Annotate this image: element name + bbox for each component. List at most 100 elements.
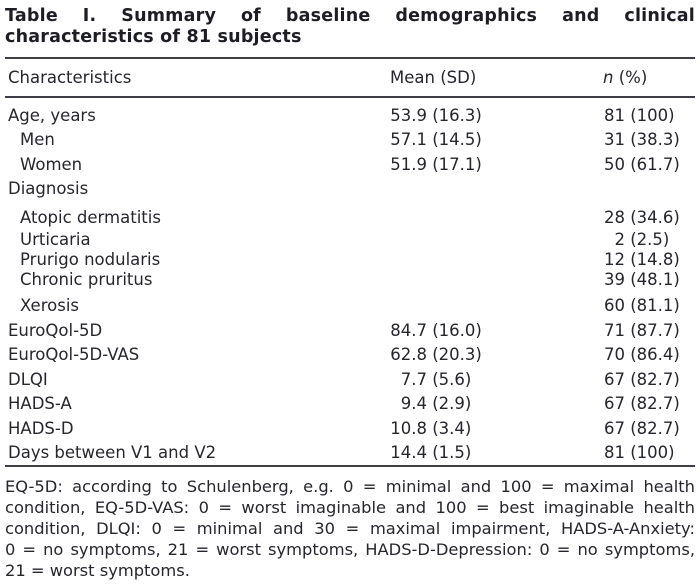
sd-value: (20.3) bbox=[432, 345, 482, 365]
row-label: Urticaria bbox=[20, 230, 91, 249]
mean-sd-value: 51.9 (17.1) bbox=[385, 155, 603, 174]
mean-value: 51.9 bbox=[390, 154, 427, 174]
sd-value: (14.5) bbox=[432, 130, 482, 150]
row-label: Chronic pruritus bbox=[20, 270, 153, 289]
pct-value: (82.7) bbox=[630, 369, 680, 389]
pct-value: (2.5) bbox=[630, 230, 670, 249]
table-row: HADS-A 9.4 (2.9) 67 (82.7) bbox=[5, 392, 695, 417]
pct-value: (100) bbox=[630, 443, 675, 463]
sd-value: (16.3) bbox=[432, 105, 482, 125]
n-pct-value: 67 (82.7) bbox=[603, 394, 695, 413]
row-label: HADS-D bbox=[8, 418, 74, 438]
column-header-pct-text: (%) bbox=[613, 68, 648, 87]
pct-value: (82.7) bbox=[630, 394, 680, 414]
pct-value: (14.8) bbox=[630, 250, 680, 269]
sd-value: (17.1) bbox=[432, 154, 482, 174]
mean-sd-value: 10.8 (3.4) bbox=[385, 419, 603, 438]
row-label: HADS-A bbox=[8, 394, 72, 414]
n-value: 60 bbox=[604, 296, 625, 316]
column-header-n-italic: n bbox=[603, 68, 614, 87]
row-label: Women bbox=[20, 154, 83, 174]
mean-sd-value: 62.8 (20.3) bbox=[385, 345, 603, 364]
footnote-line: condition, DLQI: 0 = minimal and 30 = ma… bbox=[5, 519, 695, 538]
table-row: Women 51.9 (17.1) 50 (61.7) bbox=[5, 152, 695, 177]
mean-value: 7.7 bbox=[400, 369, 427, 389]
sd-value: (16.0) bbox=[432, 320, 482, 340]
n-value: 28 bbox=[604, 207, 625, 227]
n-pct-value: 12 (14.8) bbox=[603, 250, 695, 269]
row-label: Xerosis bbox=[20, 296, 80, 316]
table-row: HADS-D 10.8 (3.4) 67 (82.7) bbox=[5, 416, 695, 441]
row-label: Prurigo nodularis bbox=[20, 250, 161, 269]
column-header-n-pct: n (%) bbox=[603, 68, 695, 87]
mean-sd-value: 53.9 (16.3) bbox=[385, 106, 603, 125]
table-row: Prurigo nodularis 12 (14.8) bbox=[5, 250, 695, 270]
row-label: EuroQol-5D-VAS bbox=[8, 345, 140, 365]
table-row: Age, years 53.9 (16.3) 81 (100) bbox=[5, 103, 695, 128]
row-label: Atopic dermatitis bbox=[20, 207, 161, 227]
mean-sd-value: 14.4 (1.5) bbox=[385, 443, 603, 462]
footnote-line: 0 = no symptoms, 21 = worst symptoms, HA… bbox=[5, 540, 695, 559]
n-pct-value: 71 (87.7) bbox=[603, 321, 695, 340]
column-header-characteristics: Characteristics bbox=[8, 68, 132, 87]
n-value: 81 bbox=[604, 105, 625, 125]
table-row: Xerosis 60 (81.1) bbox=[5, 294, 695, 319]
sd-value: (3.4) bbox=[432, 418, 472, 438]
n-value: 67 bbox=[604, 418, 625, 438]
n-pct-value: 81 (100) bbox=[603, 443, 695, 462]
n-pct-value: 31 (38.3) bbox=[603, 130, 695, 149]
table-row: DLQI 7.7 (5.6) 67 (82.7) bbox=[5, 367, 695, 392]
n-value: 12 bbox=[604, 250, 625, 269]
pct-value: (82.7) bbox=[630, 418, 680, 438]
header-rule bbox=[5, 96, 695, 98]
mean-value: 53.9 bbox=[390, 105, 427, 125]
table-row: Diagnosis bbox=[5, 177, 695, 202]
pct-value: (100) bbox=[630, 105, 675, 125]
mean-sd-value: 84.7 (16.0) bbox=[385, 321, 603, 340]
table-row: Urticaria 2 (2.5) bbox=[5, 230, 695, 250]
pct-value: (34.6) bbox=[630, 207, 680, 227]
table-caption-line-1: Table I. Summary of baseline demographic… bbox=[5, 6, 695, 26]
n-value: 71 bbox=[604, 320, 625, 340]
pct-value: (61.7) bbox=[630, 154, 680, 174]
n-pct-value: 50 (61.7) bbox=[603, 155, 695, 174]
row-label: Days between V1 and V2 bbox=[8, 443, 217, 463]
mean-value: 10.8 bbox=[390, 418, 427, 438]
mean-sd-value: 57.1 (14.5) bbox=[385, 130, 603, 149]
footnote-line: 21 = worst symptoms. bbox=[5, 561, 190, 580]
mean-value: 62.8 bbox=[390, 345, 427, 365]
mean-sd-value: 7.7 (5.6) bbox=[385, 370, 603, 389]
row-label: DLQI bbox=[8, 369, 48, 389]
mean-value: 57.1 bbox=[390, 130, 427, 150]
mean-value: 14.4 bbox=[390, 443, 427, 463]
n-pct-value: 67 (82.7) bbox=[603, 419, 695, 438]
sd-value: (1.5) bbox=[432, 443, 472, 463]
table-footnote: EQ-5D: according to Schulenberg, e.g. 0 … bbox=[5, 476, 695, 581]
n-pct-value: 67 (82.7) bbox=[603, 370, 695, 389]
table-row: Chronic pruritus 39 (48.1) bbox=[5, 270, 695, 290]
mean-sd-value: 9.4 (2.9) bbox=[385, 394, 603, 413]
row-label: Diagnosis bbox=[8, 179, 89, 199]
mean-value: 84.7 bbox=[390, 320, 427, 340]
top-rule bbox=[5, 57, 695, 59]
table-row: Days between V1 and V2 14.4 (1.5) 81 (100) bbox=[5, 441, 695, 466]
pct-value: (48.1) bbox=[630, 270, 680, 289]
footnote-line: EQ-5D: according to Schulenberg, e.g. 0 … bbox=[5, 477, 695, 496]
table-row: EuroQol-5D 84.7 (16.0) 71 (87.7) bbox=[5, 318, 695, 343]
n-value: 70 bbox=[604, 345, 625, 365]
column-header-mean-sd: Mean (SD) bbox=[390, 68, 477, 87]
n-value: 67 bbox=[604, 369, 625, 389]
n-value: 50 bbox=[604, 154, 625, 174]
footnote-line: condition, EQ-5D-VAS: 0 = worst imaginab… bbox=[5, 498, 695, 517]
n-pct-value: 2 (2.5) bbox=[603, 230, 695, 249]
n-pct-value: 28 (34.6) bbox=[603, 208, 695, 227]
n-pct-value: 60 (81.1) bbox=[603, 296, 695, 315]
pct-value: (86.4) bbox=[630, 345, 680, 365]
n-value: 31 bbox=[604, 130, 625, 150]
pct-value: (38.3) bbox=[630, 130, 680, 150]
n-value: 81 bbox=[604, 443, 625, 463]
mean-value: 9.4 bbox=[400, 394, 427, 414]
table-row: EuroQol-5D-VAS 62.8 (20.3) 70 (86.4) bbox=[5, 343, 695, 368]
n-value: 2 bbox=[614, 230, 626, 249]
